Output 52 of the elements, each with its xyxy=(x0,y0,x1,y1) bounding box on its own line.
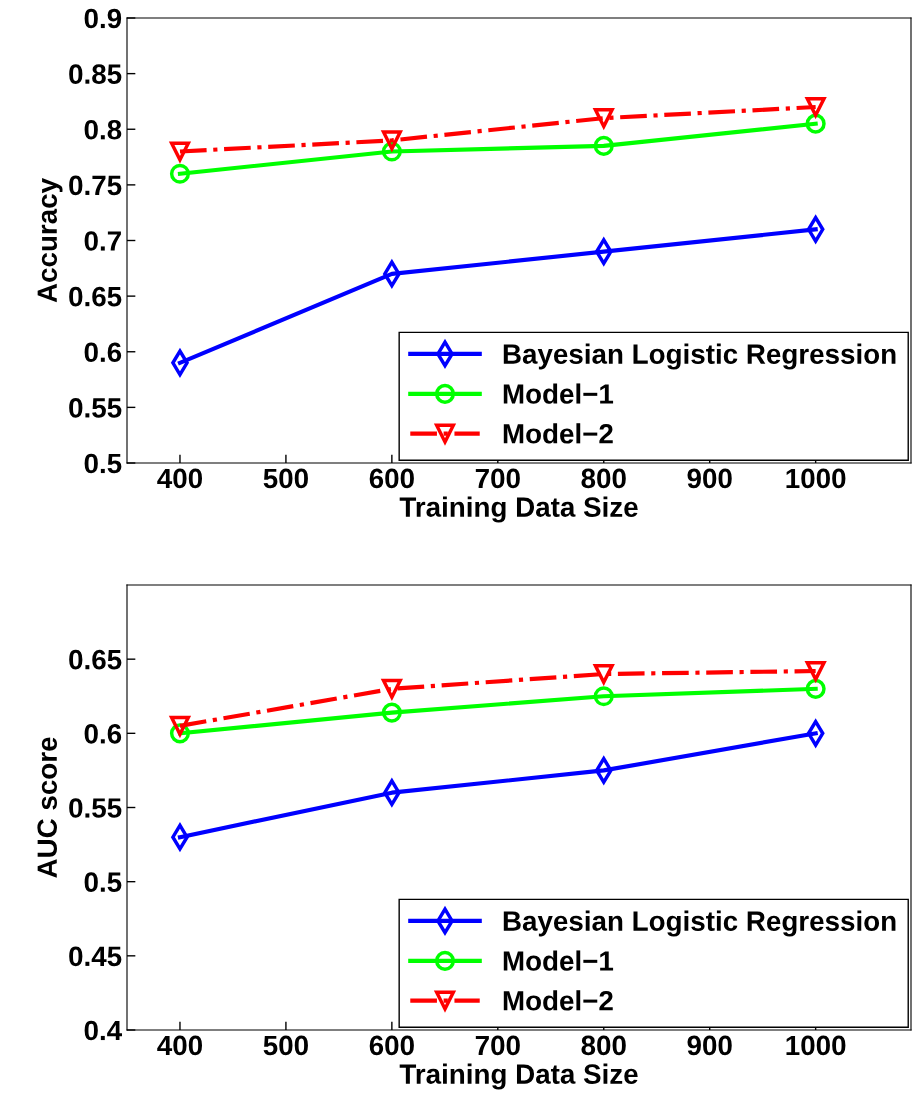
point xyxy=(805,113,826,134)
y-tick-label: 0.85 xyxy=(69,64,122,84)
point xyxy=(593,686,614,707)
x-axis-title: Training Data Size xyxy=(399,1063,638,1090)
y-tick-label: 0.75 xyxy=(69,175,122,196)
y-tick-label: 0.6 xyxy=(84,724,122,744)
y-tick-label: 0.8 xyxy=(84,119,122,140)
legend-label: Model−1 xyxy=(503,383,614,404)
y-tick-label: 0.5 xyxy=(84,453,122,474)
point xyxy=(381,702,402,723)
y-tick-label: 0.4 xyxy=(84,1020,122,1041)
legend-label: Bayesian Logistic Regression xyxy=(503,910,896,937)
x-tick-label: 900 xyxy=(687,468,732,489)
y-tick-label: 0.5 xyxy=(84,872,122,893)
point xyxy=(804,96,827,120)
point xyxy=(805,678,826,699)
x-tick-label: 1000 xyxy=(786,1035,846,1056)
legend-label: Model−2 xyxy=(503,990,613,1011)
x-tick-label: 500 xyxy=(263,1035,308,1056)
point xyxy=(804,660,827,684)
x-tick-label: 700 xyxy=(475,468,520,489)
y-tick-label: 0.65 xyxy=(69,286,122,307)
point xyxy=(593,135,614,157)
x-tick-label: 600 xyxy=(369,1035,414,1056)
x-tick-label: 600 xyxy=(369,468,414,489)
x-tick-label: 900 xyxy=(687,1035,732,1056)
y-tick-label: 0.6 xyxy=(84,342,122,363)
point xyxy=(592,108,615,131)
point xyxy=(381,678,402,699)
x-tick-label: 500 xyxy=(263,468,308,489)
legend-label: Model−2 xyxy=(503,423,613,444)
y-tick-label: 0.45 xyxy=(69,946,122,967)
x-tick-label: 400 xyxy=(157,1035,203,1056)
point xyxy=(169,163,191,184)
legend-label: Bayesian Logistic Regression xyxy=(503,343,896,370)
point xyxy=(592,663,615,687)
point xyxy=(380,130,403,153)
y-axis-title: AUC score xyxy=(37,737,58,878)
y-tick-label: 0.55 xyxy=(69,798,122,818)
y-tick-label: 0.9 xyxy=(84,8,122,29)
x-tick-label: 800 xyxy=(581,1035,626,1056)
legend-label: Model−1 xyxy=(503,950,614,971)
x-tick-label: 1000 xyxy=(786,468,846,489)
x-tick-label: 700 xyxy=(475,1035,520,1056)
x-tick-label: 400 xyxy=(157,468,203,489)
y-tick-label: 0.65 xyxy=(69,649,122,670)
y-tick-label: 0.7 xyxy=(84,231,121,251)
y-axis-title: Accuracy xyxy=(37,178,63,303)
point xyxy=(169,141,191,162)
y-tick-label: 0.55 xyxy=(69,398,122,418)
x-axis-title: Training Data Size xyxy=(399,496,638,523)
x-tick-label: 800 xyxy=(581,468,626,489)
